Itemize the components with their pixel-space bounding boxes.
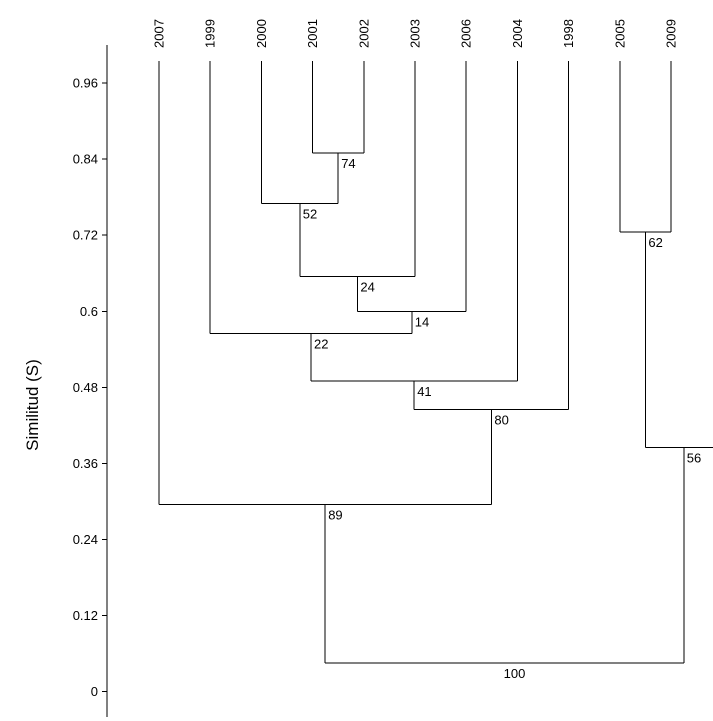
leaf-label: 1998: [561, 19, 576, 48]
node-support-label: 89: [328, 508, 342, 523]
node-support-label: 74: [341, 156, 355, 171]
leaf-label: 2004: [510, 19, 525, 48]
node-support-label: 62: [648, 235, 662, 250]
y-tick-label: 0.6: [80, 304, 98, 319]
y-tick-label: 0.24: [73, 532, 98, 547]
leaf-label: 2002: [356, 19, 371, 48]
leaf-label: 2003: [408, 19, 423, 48]
y-axis-title: Similitud (S): [23, 359, 42, 451]
node-support-label: 22: [314, 336, 328, 351]
y-tick-label: 0.48: [73, 380, 98, 395]
leaf-label: 2000: [254, 19, 269, 48]
node-support-label: 24: [360, 279, 374, 294]
leaf-label: 2007: [152, 19, 167, 48]
node-support-label: 100: [504, 666, 526, 681]
dendrogram-branches: [158, 61, 713, 664]
y-tick-label: 0.36: [73, 456, 98, 471]
node-support-label: 14: [415, 314, 429, 329]
y-tick-label: 0.96: [73, 76, 98, 91]
leaf-label: 2001: [305, 19, 320, 48]
leaf-label: 2005: [612, 19, 627, 48]
node-support-label: 80: [494, 413, 508, 428]
node-support-labels: 74 52 24 14 22 41 80 89 62 56 100: [303, 156, 701, 681]
node-support-label: 41: [417, 384, 431, 399]
y-tick-label: 0: [91, 684, 98, 699]
y-tick-label: 0.72: [73, 228, 98, 243]
node-support-label: 52: [303, 206, 317, 221]
leaf-labels: 2007 1999 2000 2001 2002 2003 2006 2004 1998 2005…: [152, 19, 679, 48]
leaf-label: 2009: [664, 19, 679, 48]
y-tick-label: 0.84: [73, 152, 98, 167]
y-axis: 0 0.12 0.24 0.36 0.48 0.6 0.72 0.84 0.96: [73, 45, 108, 717]
y-tick-label: 0.12: [73, 608, 98, 623]
leaf-label: 1999: [203, 19, 218, 48]
node-support-label: 56: [687, 451, 701, 466]
leaf-label: 2006: [459, 19, 474, 48]
